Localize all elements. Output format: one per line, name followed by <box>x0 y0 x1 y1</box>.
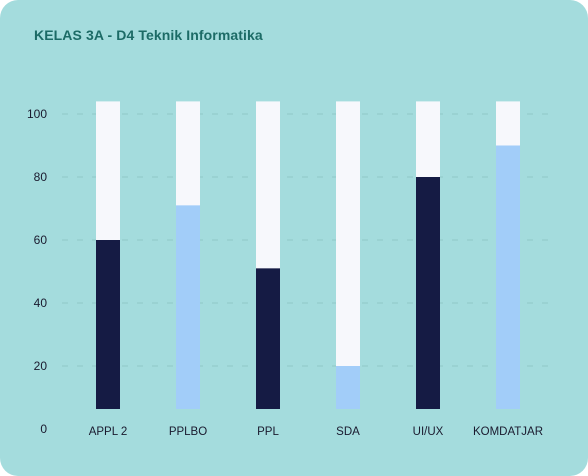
y-tick-label: 0 <box>40 422 47 436</box>
bar <box>336 366 360 409</box>
bar <box>496 145 520 409</box>
x-tick-label: PPLBO <box>169 426 207 438</box>
x-tick-label: SDA <box>336 426 360 438</box>
y-tick-label: 80 <box>34 170 48 184</box>
y-tick-label: 100 <box>27 107 47 121</box>
bar <box>256 268 280 409</box>
y-tick-label: 40 <box>34 296 48 310</box>
x-tick-label: PPL <box>257 426 279 438</box>
x-tick-label: UI/UX <box>413 426 444 438</box>
bar <box>96 240 120 409</box>
bar-track <box>336 101 360 410</box>
y-tick-label: 60 <box>34 233 48 247</box>
chart-title: KELAS 3A - D4 Teknik Informatika <box>34 27 263 43</box>
y-tick-label: 20 <box>34 359 48 373</box>
bar <box>176 205 200 409</box>
x-tick-label: KOMDATJAR <box>473 426 543 438</box>
x-tick-label: APPL 2 <box>89 426 128 438</box>
bar <box>416 177 440 409</box>
